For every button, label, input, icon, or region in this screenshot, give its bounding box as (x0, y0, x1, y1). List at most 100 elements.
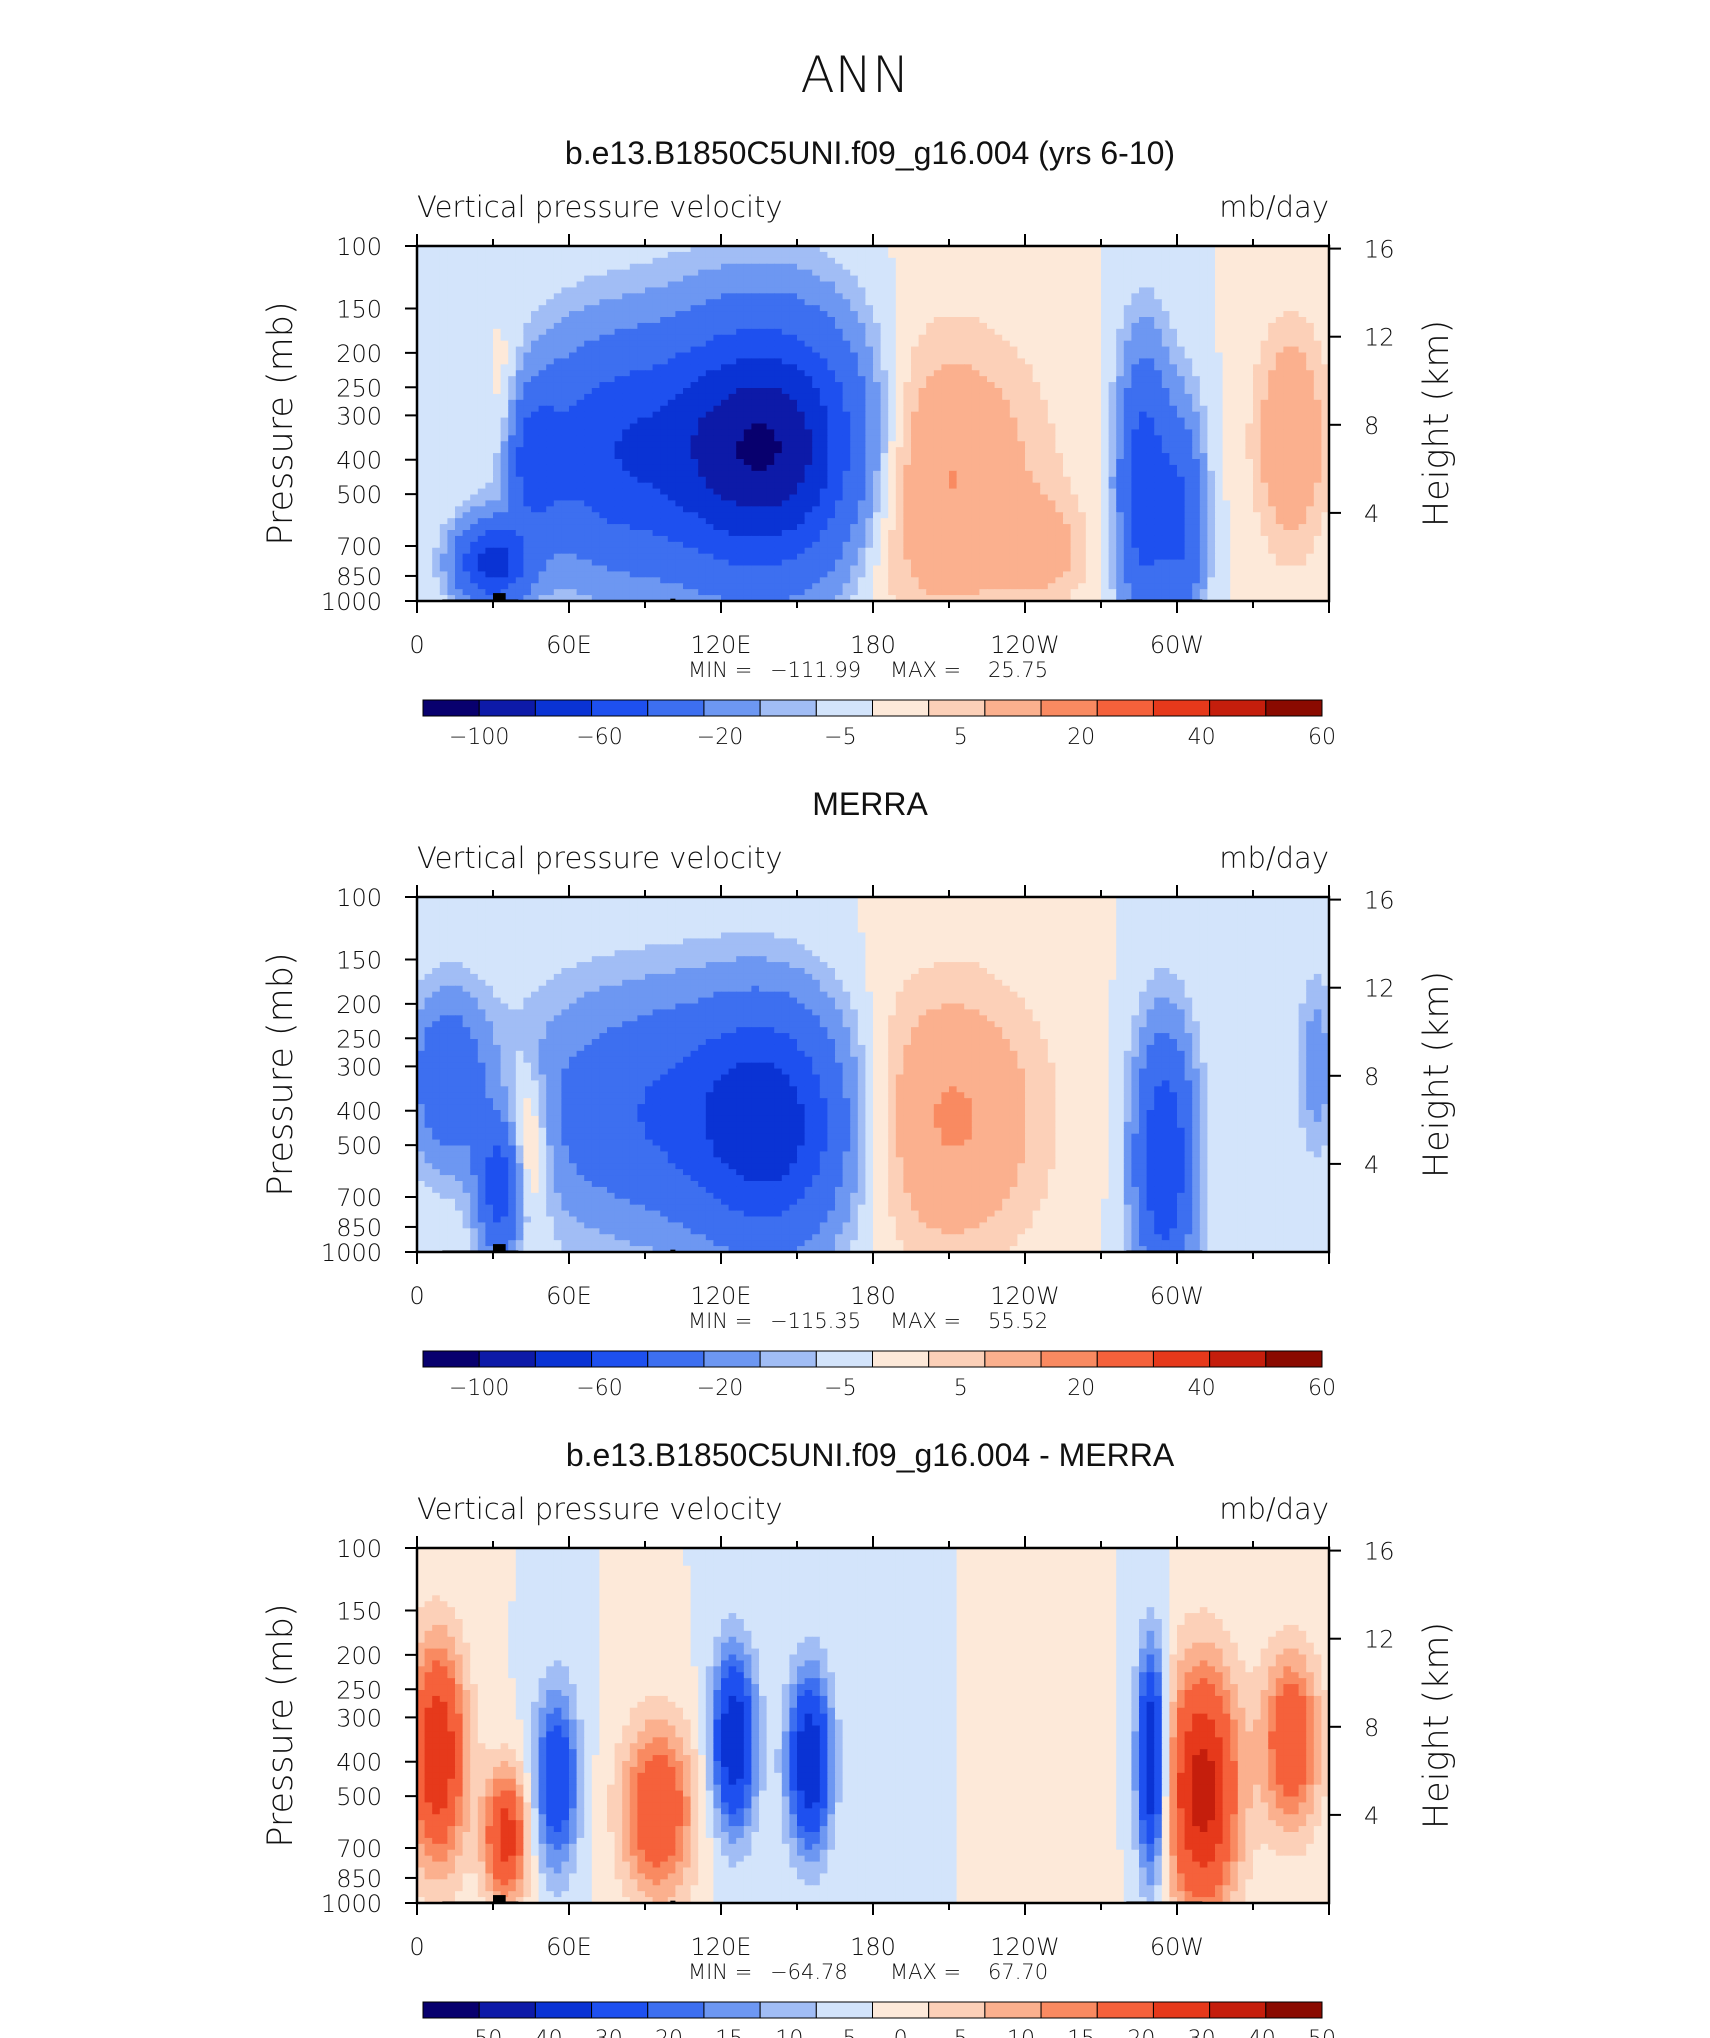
contour-cell (721, 358, 730, 365)
contour-cell (759, 311, 768, 318)
contour-cell (683, 482, 692, 490)
contour-cell (1313, 441, 1322, 448)
contour-cell (1032, 470, 1041, 478)
contour-cell (614, 287, 623, 294)
contour-cell (629, 411, 638, 419)
contour-cell (1123, 263, 1132, 271)
contour-cell (569, 417, 578, 425)
contour-cell (1313, 476, 1322, 484)
contour-cell (812, 370, 821, 377)
contour-cell (728, 311, 737, 318)
contour-cell (766, 482, 775, 490)
contour-cell (607, 364, 616, 371)
contour-cell (1215, 317, 1224, 324)
contour-cell (1123, 251, 1132, 259)
contour-cell (994, 340, 1003, 348)
contour-cell (417, 293, 426, 300)
contour-cell (1177, 388, 1186, 395)
contour-cell (1093, 470, 1102, 478)
contour-cell (1313, 435, 1322, 442)
contour-cell (622, 382, 631, 389)
contour-cell (956, 435, 965, 442)
contour-cell (622, 393, 631, 401)
contour-cell (1215, 464, 1224, 472)
contour-cell (629, 352, 638, 360)
contour-cell (888, 411, 897, 419)
contour-cell (850, 299, 859, 306)
contour-cell (607, 441, 616, 448)
contour-cell (432, 299, 441, 306)
contour-cell (683, 257, 692, 265)
contour-cell (964, 423, 973, 431)
contour-cell (432, 482, 441, 490)
contour-cell (766, 269, 775, 277)
contour-cell (1283, 299, 1292, 306)
contour-cell (1222, 305, 1231, 312)
contour-cell (781, 257, 790, 265)
contour-cell (622, 470, 631, 478)
contour-cell (1298, 322, 1307, 330)
contour-cell (667, 352, 676, 360)
contour-cell (941, 399, 950, 407)
contour-cell (1055, 293, 1064, 300)
contour-cell (1222, 322, 1231, 330)
contour-cell (622, 317, 631, 324)
contour-cell (949, 453, 958, 460)
contour-cell (1123, 328, 1132, 336)
contour-cell (637, 459, 646, 466)
contour-cell (819, 459, 828, 466)
contour-cell (728, 435, 737, 442)
contour-cell (1222, 246, 1231, 253)
contour-cell (1017, 435, 1026, 442)
contour-cell (1116, 293, 1125, 300)
contour-cell (561, 352, 570, 360)
contour-cell (546, 441, 555, 448)
contour-cell (766, 411, 775, 419)
contour-cell (713, 263, 722, 271)
contour-cell (1139, 246, 1148, 253)
contour-cell (1306, 305, 1315, 312)
contour-cell (781, 417, 790, 425)
contour-cell (1070, 246, 1079, 253)
contour-cell (523, 459, 532, 466)
contour-cell (994, 470, 1003, 478)
contour-cell (918, 293, 927, 300)
contour-cell (1070, 281, 1079, 289)
contour-cell (736, 405, 745, 413)
contour-cell (1017, 470, 1026, 478)
contour-cell (599, 470, 608, 478)
contour-cell (675, 382, 684, 389)
contour-cell (797, 376, 806, 383)
contour-cell (455, 293, 464, 300)
contour-cell (949, 287, 958, 294)
contour-cell (1025, 393, 1034, 401)
contour-cell (1131, 281, 1140, 289)
contour-cell (1146, 346, 1155, 354)
contour-cell (569, 317, 578, 324)
contour-cell (933, 334, 942, 342)
contour-cell (789, 293, 798, 300)
contour-cell (470, 399, 479, 407)
contour-cell (667, 399, 676, 407)
contour-cell (698, 488, 707, 496)
contour-cell (523, 447, 532, 454)
contour-cell (645, 340, 654, 348)
contour-cell (432, 441, 441, 448)
contour-cell (979, 370, 988, 377)
contour-cell (1230, 482, 1239, 490)
contour-cell (675, 482, 684, 490)
contour-cell (804, 251, 813, 259)
contour-cell (766, 388, 775, 395)
contour-cell (515, 459, 524, 466)
contour-cell (462, 441, 471, 448)
contour-cell (873, 453, 882, 460)
contour-cell (1161, 441, 1170, 448)
contour-cell (1260, 405, 1269, 413)
contour-cell (645, 275, 654, 283)
contour-cell (439, 429, 448, 436)
contour-cell (1215, 376, 1224, 383)
contour-cell (1154, 281, 1163, 289)
contour-cell (979, 311, 988, 318)
contour-cell (652, 305, 661, 312)
contour-cell (1085, 352, 1094, 360)
